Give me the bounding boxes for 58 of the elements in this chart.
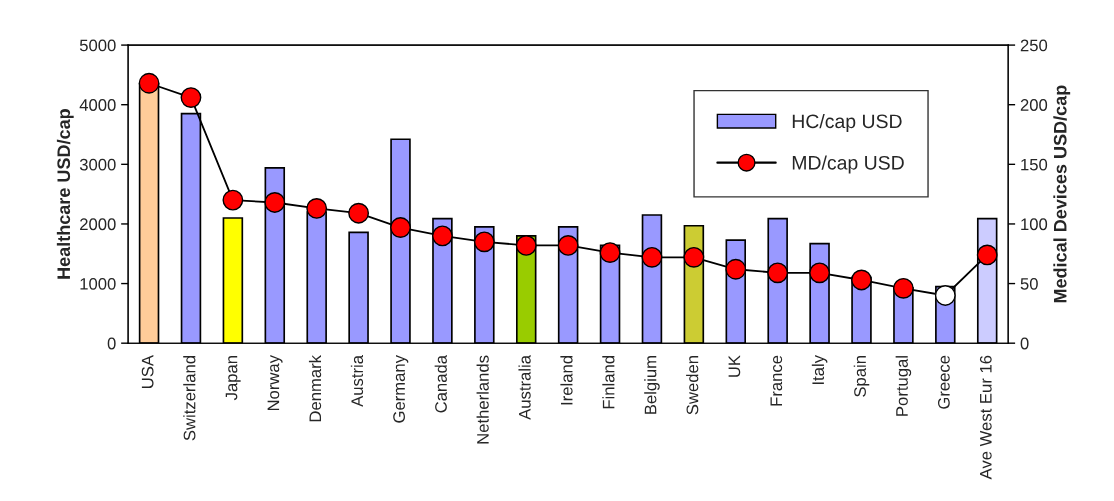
y2-tick-label: 150 xyxy=(1021,158,1048,171)
x-tick-label: Italy xyxy=(811,355,828,385)
x-tick-label: Sweden xyxy=(686,356,699,415)
point xyxy=(180,87,202,108)
point xyxy=(976,244,998,266)
point xyxy=(264,192,286,213)
point xyxy=(222,189,244,211)
point xyxy=(599,242,621,263)
point xyxy=(725,258,747,280)
y2-tick-label: 200 xyxy=(1020,99,1048,111)
point xyxy=(641,246,663,268)
y2-tick-label: 250 xyxy=(1020,39,1048,52)
legend-label: HC/cap USD xyxy=(792,113,902,133)
x-tick-label: France xyxy=(770,355,783,406)
point xyxy=(767,262,789,284)
x-tick-label: Switzerland xyxy=(183,356,196,441)
y2-axis-title: Medical Devices USD/cap xyxy=(1053,85,1071,303)
point xyxy=(390,217,411,238)
x-tick-label: Belgium xyxy=(644,356,660,414)
y2-tick-label: 0 xyxy=(1020,337,1029,350)
point xyxy=(934,285,956,306)
point xyxy=(515,234,537,256)
x-tick-label: Ave West Eur 16 xyxy=(979,355,992,480)
y2-tick-label: 100 xyxy=(1021,218,1048,231)
point xyxy=(306,198,328,219)
x-tick-label: Ireland xyxy=(560,356,573,405)
x-tick-label: Finland xyxy=(602,356,615,409)
x-tick-label: Australia xyxy=(518,354,531,420)
x-tick-label: Norway xyxy=(267,355,283,411)
y-axis-title: Healthcare USD/cap xyxy=(56,109,74,279)
y-tick-label: 4000 xyxy=(79,99,116,111)
y-tick-label: 0 xyxy=(107,337,116,350)
point xyxy=(851,269,872,291)
x-tick-label: Austria xyxy=(350,354,364,407)
point xyxy=(431,225,453,247)
x-tick-label: Canada xyxy=(434,354,447,413)
point xyxy=(557,234,579,256)
x-tick-label: UK xyxy=(728,355,741,377)
x-tick-label: Denmark xyxy=(308,354,322,422)
point xyxy=(138,72,160,94)
point xyxy=(473,231,495,253)
y-tick-label: 3000 xyxy=(79,158,116,171)
x-tick-label: Japan xyxy=(225,356,241,401)
y-tick-label: 1000 xyxy=(80,277,116,290)
point xyxy=(809,262,831,284)
x-tick-label: Spain xyxy=(853,356,870,397)
x-tick-label: USA xyxy=(141,355,154,388)
x-tick-label: Greece xyxy=(937,355,950,409)
point xyxy=(892,277,914,299)
x-tick-label: Netherlands xyxy=(476,355,489,444)
x-tick-label: Germany xyxy=(393,355,409,423)
y-tick-label: 2000 xyxy=(80,218,116,231)
y-tick-label: 5000 xyxy=(79,39,116,52)
y2-tick-label: 50 xyxy=(1020,277,1038,290)
legend-label: MD/cap USD xyxy=(792,155,904,174)
x-tick-label: Portugal xyxy=(895,356,912,416)
point xyxy=(348,202,370,224)
point xyxy=(683,246,705,268)
